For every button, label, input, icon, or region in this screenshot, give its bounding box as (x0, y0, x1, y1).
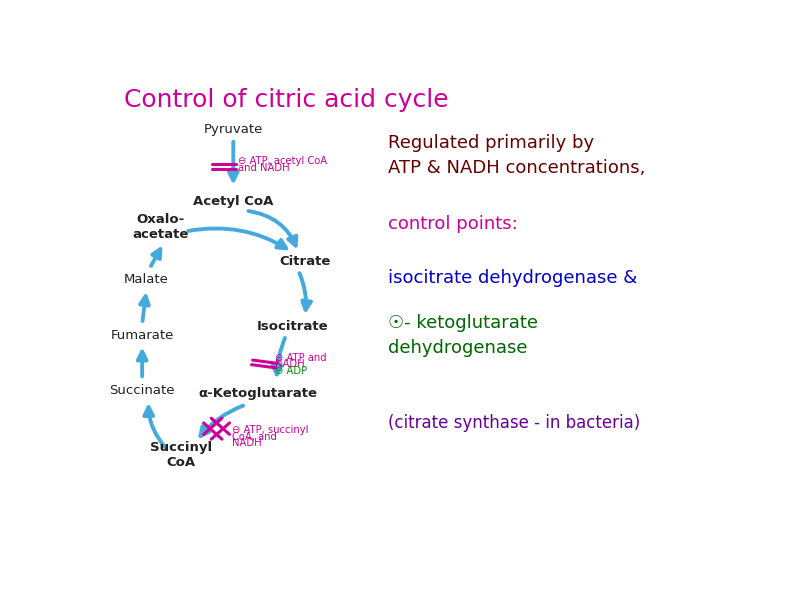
Text: CoA, and: CoA, and (232, 432, 277, 442)
Text: control points:: control points: (388, 215, 518, 233)
Text: ⊖ ATP, succinyl: ⊖ ATP, succinyl (232, 425, 309, 435)
Text: NADH: NADH (232, 439, 262, 448)
Text: NADH: NADH (275, 359, 305, 368)
Text: ⊖ ADP: ⊖ ADP (275, 367, 307, 376)
Text: ⊖ ATP, acetyl CoA: ⊖ ATP, acetyl CoA (238, 156, 326, 166)
Text: (citrate synthase - in bacteria): (citrate synthase - in bacteria) (388, 414, 641, 432)
Text: ☉- ketoglutarate
dehydrogenase: ☉- ketoglutarate dehydrogenase (388, 314, 538, 357)
Text: Citrate: Citrate (279, 255, 330, 268)
Text: ⊖ ATP and: ⊖ ATP and (275, 353, 327, 362)
Text: Succinate: Succinate (110, 384, 175, 397)
Text: Malate: Malate (124, 274, 169, 286)
Text: Regulated primarily by
ATP & NADH concentrations,: Regulated primarily by ATP & NADH concen… (388, 134, 646, 176)
Text: Isocitrate: Isocitrate (256, 320, 328, 332)
Text: Control of citric acid cycle: Control of citric acid cycle (124, 88, 448, 112)
Text: isocitrate dehydrogenase &: isocitrate dehydrogenase & (388, 269, 638, 287)
Text: α-Ketoglutarate: α-Ketoglutarate (198, 386, 318, 400)
Text: Oxalo-
acetate: Oxalo- acetate (133, 213, 189, 241)
Text: Acetyl CoA: Acetyl CoA (193, 195, 274, 208)
Text: Pyruvate: Pyruvate (204, 123, 263, 136)
Text: and NADH: and NADH (238, 163, 290, 173)
Text: Fumarate: Fumarate (110, 329, 174, 342)
Text: Succinyl
CoA: Succinyl CoA (150, 442, 212, 469)
